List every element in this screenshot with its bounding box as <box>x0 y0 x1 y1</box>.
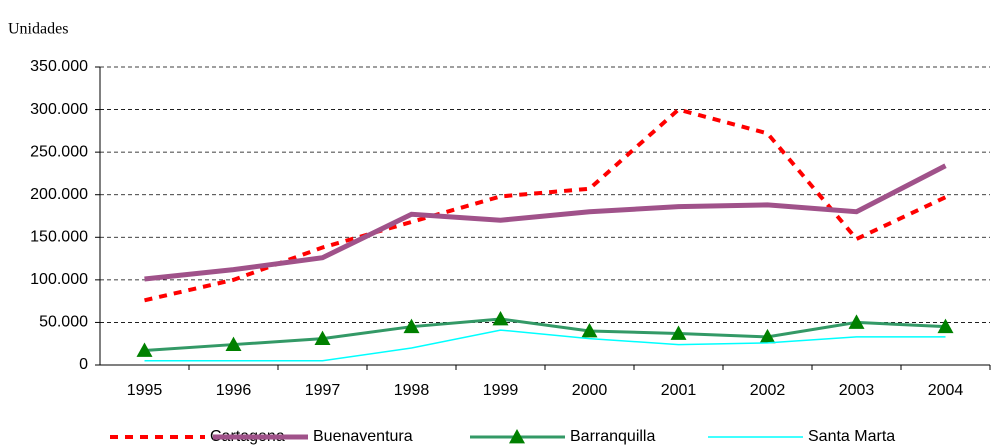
point-marker <box>759 328 776 344</box>
x-tick-label: 1997 <box>305 382 341 399</box>
point-marker <box>136 342 153 357</box>
point-marker <box>225 336 242 351</box>
series-line <box>144 317 946 353</box>
y-tick-label: 300.000 <box>30 101 88 118</box>
y-tick-label: 150.000 <box>30 229 88 246</box>
y-tick-label: 250.000 <box>30 143 88 160</box>
point-marker <box>314 330 331 346</box>
x-tick-label: 1996 <box>216 382 252 399</box>
y-tick-label: 0 <box>79 356 88 373</box>
point-marker <box>581 322 598 338</box>
x-tick-label: 2004 <box>928 382 964 399</box>
legend-label: Buenaventura <box>313 428 413 445</box>
x-tick-label: 1998 <box>394 382 430 399</box>
x-tick-label: 2002 <box>750 382 786 399</box>
series-line <box>144 329 946 362</box>
point-marker <box>670 325 687 340</box>
y-tick-label: 200.000 <box>30 186 88 203</box>
x-tick-label: 2001 <box>661 382 697 399</box>
y-tick-label: 100.000 <box>30 271 88 288</box>
series-line <box>144 163 947 282</box>
y-axis-label: Unidades <box>8 21 68 38</box>
point-marker <box>403 318 420 334</box>
x-tick-label: 2000 <box>572 382 608 399</box>
x-tick-label: 1995 <box>127 382 163 399</box>
x-tick-label: 2003 <box>839 382 875 399</box>
point-marker <box>848 314 865 329</box>
legend-marker <box>509 429 525 444</box>
point-marker <box>937 318 954 334</box>
legend-label: Barranquilla <box>570 428 655 445</box>
x-tick-label: 1999 <box>483 382 519 399</box>
point-marker <box>492 311 509 326</box>
series-line <box>144 107 947 303</box>
y-tick-label: 350.000 <box>30 58 88 75</box>
y-tick-label: 50.000 <box>39 314 88 331</box>
legend-label: Santa Marta <box>808 428 895 445</box>
